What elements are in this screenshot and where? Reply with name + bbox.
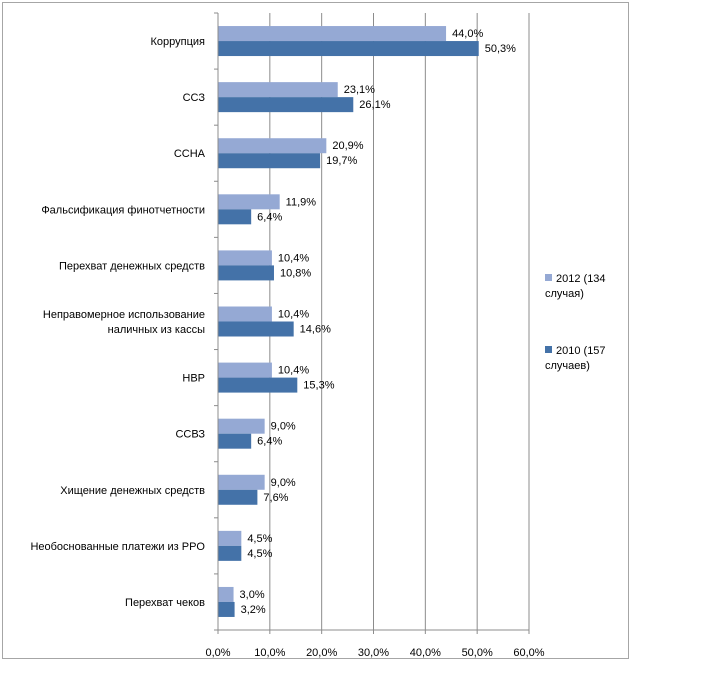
bar xyxy=(218,530,242,546)
category-label: Коррупция xyxy=(151,36,206,48)
bar xyxy=(218,265,274,281)
data-label: 9,0% xyxy=(271,421,296,433)
bar xyxy=(218,433,252,449)
data-label: 26,1% xyxy=(359,99,390,111)
bar xyxy=(218,601,235,617)
data-label: 7,6% xyxy=(263,492,288,504)
category-label: Фальсификация финотчетности xyxy=(41,204,205,216)
data-label: 14,6% xyxy=(300,324,331,336)
data-label: 19,7% xyxy=(326,155,357,167)
bar xyxy=(218,97,354,113)
category-label: Хищение денежных средств xyxy=(60,485,205,497)
category-label: ССНА xyxy=(174,148,206,160)
gridlines xyxy=(269,13,530,630)
data-label: 44,0% xyxy=(452,28,483,40)
category-label: Перехват чеков xyxy=(125,597,205,609)
bar xyxy=(218,209,252,225)
data-label: 20,9% xyxy=(332,140,363,152)
bar xyxy=(218,377,298,393)
legend-label: 2012 (134 xyxy=(556,273,606,285)
data-label: 10,4% xyxy=(278,252,309,264)
legend-label: случая) xyxy=(545,288,584,300)
category-label: наличных из кассы xyxy=(108,324,205,336)
data-label: 6,4% xyxy=(257,436,282,448)
bar xyxy=(218,26,447,42)
bar xyxy=(218,138,327,154)
x-tick-label: 50,0% xyxy=(462,647,493,659)
bar xyxy=(218,362,272,378)
axes xyxy=(214,12,530,634)
x-tick-label: 40,0% xyxy=(410,647,441,659)
legend-label: случаев) xyxy=(545,360,590,372)
bar xyxy=(218,250,272,266)
bar xyxy=(218,41,479,57)
data-label: 10,4% xyxy=(278,309,309,321)
category-label: Перехват денежных средств xyxy=(59,260,205,272)
bar xyxy=(218,306,272,322)
x-tick-label: 30,0% xyxy=(358,647,389,659)
x-tick-label: 20,0% xyxy=(306,647,337,659)
data-label: 10,8% xyxy=(280,267,311,279)
data-labels: 44,0%50,3% 23,1% 26,1% 20,9% 19,7% 11,9% 6,4% 1… xyxy=(240,28,517,616)
data-label: 11,9% xyxy=(286,196,317,208)
legend-swatch xyxy=(545,274,552,281)
bar xyxy=(218,489,258,505)
data-label: 3,0% xyxy=(240,589,265,601)
data-label: 15,3% xyxy=(303,380,334,392)
legend: 2012 (134 случая) 2010 (157 случаев) xyxy=(545,273,606,372)
bar xyxy=(218,321,294,337)
data-label: 10,4% xyxy=(278,365,309,377)
category-label: ССВЗ xyxy=(175,429,205,441)
bars xyxy=(218,26,479,617)
data-label: 50,3% xyxy=(485,43,516,55)
data-label: 3,2% xyxy=(241,604,266,616)
legend-swatch xyxy=(545,346,552,353)
category-label: Неправомерное использование xyxy=(43,309,205,321)
bar xyxy=(218,474,265,490)
bar xyxy=(218,418,265,434)
category-label: Необоснованные платежи из PPO xyxy=(30,541,205,553)
category-label: НВР xyxy=(182,373,205,385)
x-tick-label: 0,0% xyxy=(205,647,230,659)
bar xyxy=(218,82,338,98)
x-tick-label: 10,0% xyxy=(254,647,285,659)
legend-label: 2010 (157 xyxy=(556,345,606,357)
data-label: 9,0% xyxy=(271,477,296,489)
x-tick-label: 60,0% xyxy=(513,647,544,659)
bar xyxy=(218,153,321,169)
bar xyxy=(218,194,280,210)
data-label: 6,4% xyxy=(257,211,282,223)
category-label: ССЗ xyxy=(183,92,206,104)
bar xyxy=(218,586,234,602)
bar xyxy=(218,545,242,561)
x-tick-labels: 0,0% 10,0% 20,0% 30,0% 40,0% 50,0% 60,0% xyxy=(205,647,544,659)
category-labels: Коррупция ССЗ ССНА Фальсификация финотчетно… xyxy=(30,36,205,609)
data-label: 23,1% xyxy=(344,84,375,96)
data-label: 4,5% xyxy=(247,533,272,545)
data-label: 4,5% xyxy=(247,548,272,560)
